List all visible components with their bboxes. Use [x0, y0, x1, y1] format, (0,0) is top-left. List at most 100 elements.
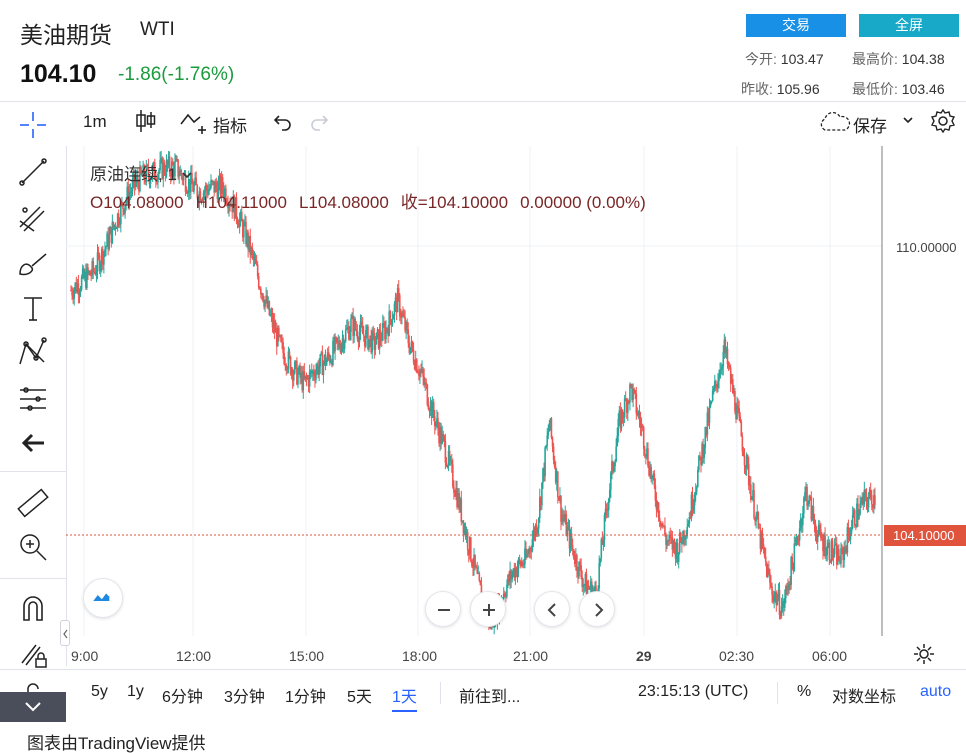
- candle-body: [123, 208, 125, 214]
- candle-body: [109, 227, 112, 235]
- pattern-tool-icon[interactable]: [16, 336, 50, 370]
- save-button[interactable]: 保存: [853, 117, 887, 136]
- indicators-button[interactable]: 指标: [213, 117, 247, 136]
- candle-body: [125, 200, 127, 206]
- range-1y[interactable]: 1y: [127, 683, 144, 700]
- candle-body: [695, 487, 698, 492]
- chevron-down-icon[interactable]: [902, 112, 914, 128]
- candle-body: [209, 187, 211, 190]
- candle-body: [778, 589, 781, 616]
- legend-low: L104.08000: [298, 193, 389, 212]
- candle-body: [676, 542, 679, 562]
- lock-icon[interactable]: [16, 679, 50, 693]
- range-1d[interactable]: 1天: [392, 683, 417, 712]
- candle-body: [350, 318, 352, 333]
- candle-body: [708, 406, 711, 423]
- ruler-icon[interactable]: [16, 486, 50, 520]
- scroll-left-button[interactable]: [534, 591, 570, 627]
- tradingview-logo-button[interactable]: [83, 578, 123, 618]
- candle-body: [610, 472, 612, 490]
- range-1min[interactable]: 1分钟: [285, 689, 326, 706]
- magnet-icon[interactable]: [16, 592, 50, 626]
- redo-icon[interactable]: [309, 112, 329, 132]
- candle-body: [743, 456, 746, 466]
- candle-body: [867, 498, 870, 508]
- candle-body: [705, 427, 708, 436]
- candle-body: [324, 355, 327, 366]
- zoom-in-icon[interactable]: [16, 530, 50, 564]
- range-6min[interactable]: 6分钟: [162, 689, 203, 706]
- candle-body: [71, 290, 73, 296]
- candle-body: [120, 204, 122, 225]
- log-scale-toggle[interactable]: 对数坐标: [832, 689, 897, 706]
- candle-body: [223, 188, 226, 198]
- settings-gear-icon[interactable]: [930, 108, 956, 134]
- candle-body: [343, 341, 346, 349]
- candle-body: [383, 323, 385, 326]
- candle-body: [78, 292, 81, 295]
- candle-body: [438, 428, 440, 444]
- candle-body: [86, 267, 88, 288]
- candle-body: [767, 568, 769, 578]
- price-chart[interactable]: [66, 146, 966, 666]
- candle-body: [433, 416, 436, 427]
- axis-settings-icon[interactable]: [913, 643, 935, 665]
- back-arrow-icon[interactable]: [16, 426, 50, 460]
- candle-body: [394, 297, 397, 304]
- legend-chevron-icon[interactable]: [182, 165, 192, 184]
- candle-body: [315, 370, 317, 380]
- candle-body: [177, 159, 179, 177]
- candle-body: [338, 340, 341, 348]
- goto-button[interactable]: 前往到...: [459, 689, 521, 706]
- range-3min[interactable]: 3分钟: [224, 689, 265, 706]
- candle-body: [628, 400, 630, 403]
- candle-body: [366, 326, 368, 331]
- series-legend-title[interactable]: 原油连续, 1: [90, 160, 192, 185]
- indicators-icon[interactable]: [180, 110, 210, 134]
- pitchfork-icon[interactable]: [16, 201, 50, 235]
- collapse-toolbar-button[interactable]: [0, 692, 66, 722]
- candle-body: [851, 514, 854, 528]
- candle-body: [301, 372, 304, 391]
- candle-body: [106, 233, 108, 247]
- candle-body: [89, 271, 91, 276]
- lock-pencil-icon[interactable]: [16, 637, 50, 671]
- undo-icon[interactable]: [273, 112, 293, 132]
- crosshair-icon[interactable]: [16, 108, 50, 142]
- candle-body: [757, 512, 760, 529]
- candle-body: [527, 553, 529, 555]
- zoom-in-button[interactable]: [470, 591, 506, 627]
- candle-body: [306, 377, 309, 379]
- candle-style-icon[interactable]: [135, 108, 157, 134]
- candle-body: [762, 544, 765, 548]
- candle-body: [559, 495, 561, 501]
- candle-body: [662, 523, 664, 527]
- trade-button[interactable]: 交易: [746, 14, 846, 37]
- candle-body: [678, 532, 681, 553]
- utc-clock[interactable]: 23:15:13 (UTC): [638, 683, 749, 700]
- auto-scale-toggle[interactable]: auto: [920, 683, 952, 700]
- candle-body: [400, 316, 402, 318]
- text-tool-icon[interactable]: [16, 292, 50, 326]
- fullscreen-button[interactable]: 全屏: [859, 14, 959, 37]
- candle-body: [706, 412, 709, 436]
- candle-body: [132, 174, 135, 182]
- candle-body: [103, 251, 105, 265]
- cloud-save-icon[interactable]: [817, 110, 851, 134]
- candle-body: [827, 542, 830, 546]
- candle-body: [702, 443, 704, 459]
- candle-body: [533, 529, 536, 537]
- candle-body: [748, 484, 751, 486]
- trend-line-icon[interactable]: [16, 155, 50, 189]
- brush-icon[interactable]: [16, 246, 50, 280]
- toolbar-toggle-handle[interactable]: [60, 620, 70, 646]
- range-5d[interactable]: 5天: [347, 689, 372, 706]
- measure-ruler-lines-icon[interactable]: [16, 382, 50, 416]
- range-5y[interactable]: 5y: [91, 683, 108, 700]
- percent-toggle[interactable]: %: [797, 683, 812, 700]
- candle-body: [475, 566, 477, 568]
- interval-button[interactable]: 1m: [83, 112, 107, 131]
- candle-body: [135, 176, 138, 183]
- scroll-right-button[interactable]: [579, 591, 615, 627]
- zoom-out-button[interactable]: [425, 591, 461, 627]
